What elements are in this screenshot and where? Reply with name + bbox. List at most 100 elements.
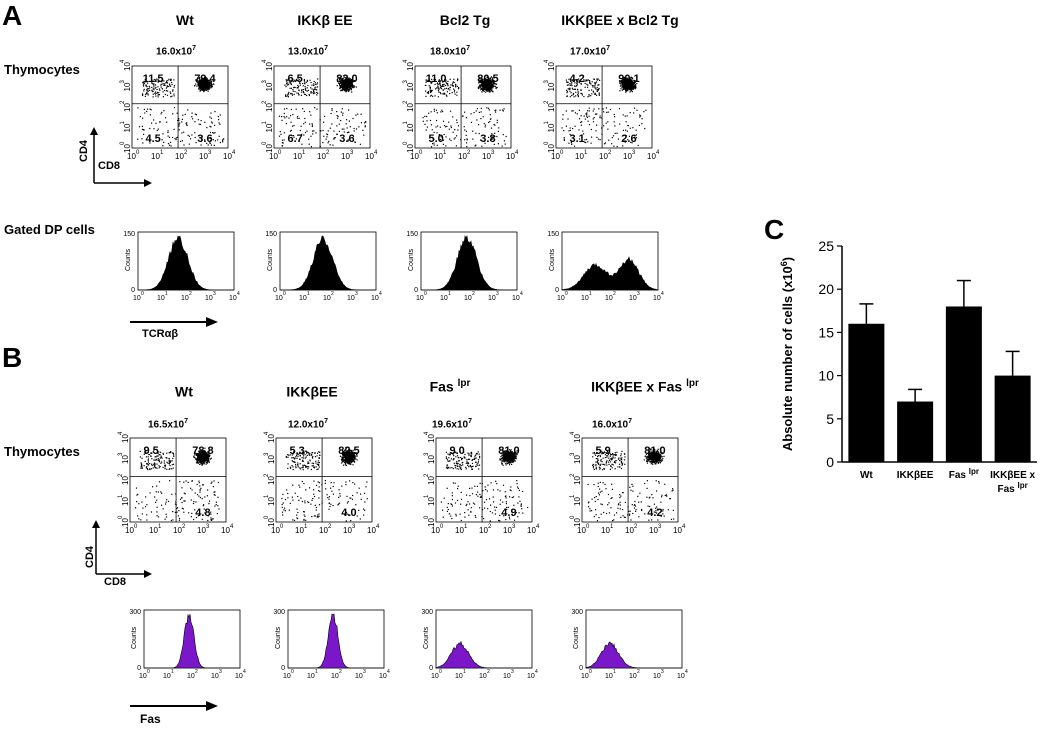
svg-text:10: 10 <box>269 152 278 161</box>
svg-text:10: 10 <box>406 82 415 91</box>
cell-count: 16.5x107 <box>147 418 189 431</box>
svg-text:10: 10 <box>581 295 589 302</box>
column-header-bcl2-tg: Bcl2 Tg <box>439 12 491 28</box>
row-label-gated-dp: Gated DP cells <box>4 222 95 237</box>
svg-text:10: 10 <box>341 152 350 161</box>
svg-text:11.0: 11.0 <box>426 73 447 85</box>
axis-label-tcrab: TCRαβ <box>142 328 179 340</box>
svg-text:3: 3 <box>637 291 640 297</box>
svg-text:0: 0 <box>544 141 550 145</box>
svg-text:1: 1 <box>443 150 447 156</box>
y-tick-label: 5 <box>826 411 834 427</box>
svg-text:4: 4 <box>403 59 409 63</box>
svg-text:2: 2 <box>403 100 409 104</box>
column-header-wt: Wt <box>176 12 194 28</box>
y-tick-label: 20 <box>818 281 834 297</box>
svg-text:10: 10 <box>151 152 160 161</box>
svg-text:Counts: Counts <box>408 248 415 271</box>
svg-text:1: 1 <box>158 524 162 530</box>
svg-text:10: 10 <box>653 295 661 302</box>
svg-text:10: 10 <box>173 526 182 535</box>
svg-text:0: 0 <box>555 287 559 294</box>
svg-text:4: 4 <box>237 291 240 297</box>
svg-text:5.0: 5.0 <box>428 133 443 145</box>
svg-text:10: 10 <box>133 295 141 302</box>
axis-label-cd8-a: CD8 <box>98 160 121 172</box>
panel-letter-a: A <box>2 0 23 31</box>
cell-count: 18.0x107 <box>429 45 471 58</box>
svg-text:150: 150 <box>547 231 559 238</box>
svg-text:10: 10 <box>275 295 283 302</box>
svg-text:0: 0 <box>141 291 144 297</box>
svg-text:0: 0 <box>560 150 564 156</box>
svg-text:6.5: 6.5 <box>287 73 302 85</box>
svg-text:2: 2 <box>118 473 124 477</box>
svg-text:10: 10 <box>458 152 467 161</box>
svg-text:0: 0 <box>262 141 268 145</box>
svg-text:11.5: 11.5 <box>143 73 164 85</box>
axis-label-cd4-a: CD4 <box>78 139 90 162</box>
svg-text:10: 10 <box>265 144 274 153</box>
row-label-thymocytes-a: Thymocytes <box>4 62 80 77</box>
svg-text:10: 10 <box>197 526 206 535</box>
svg-text:0: 0 <box>131 287 135 294</box>
svg-text:2: 2 <box>608 150 612 156</box>
svg-text:10: 10 <box>547 144 556 153</box>
row-label-thymocytes-b: Thymocytes <box>4 444 80 459</box>
svg-text:0: 0 <box>414 287 418 294</box>
svg-text:Counts: Counts <box>125 248 132 271</box>
svg-text:4: 4 <box>118 431 124 435</box>
svg-text:10: 10 <box>149 526 158 535</box>
x-tick-label: IKKβEE <box>897 470 934 481</box>
svg-text:10: 10 <box>293 152 302 161</box>
svg-text:78.8: 78.8 <box>192 445 213 457</box>
x-tick-label-line2: Fas lpr <box>998 481 1028 496</box>
column-header-ikkb-ee: IKKβ EE <box>297 12 353 28</box>
column-header-ikkbee-b: IKKβEE <box>286 383 338 400</box>
svg-text:83.0: 83.0 <box>336 73 357 85</box>
svg-text:10: 10 <box>265 103 274 112</box>
svg-text:10: 10 <box>121 455 130 464</box>
svg-text:3.6: 3.6 <box>197 133 212 145</box>
svg-text:10: 10 <box>365 152 374 161</box>
svg-text:2: 2 <box>189 291 192 297</box>
svg-text:3: 3 <box>206 524 210 530</box>
svg-text:10: 10 <box>299 295 307 302</box>
svg-text:10: 10 <box>175 152 184 161</box>
svg-text:10: 10 <box>599 152 608 161</box>
svg-text:3: 3 <box>262 80 268 84</box>
svg-text:3: 3 <box>120 80 126 84</box>
svg-text:3: 3 <box>213 291 216 297</box>
y-tick-label: 25 <box>818 240 834 254</box>
svg-text:10: 10 <box>406 62 415 71</box>
svg-text:10: 10 <box>317 152 326 161</box>
svg-text:10: 10 <box>551 152 560 161</box>
axis-label-cd4-b: CD4 <box>84 545 96 568</box>
svg-text:3: 3 <box>632 150 636 156</box>
svg-text:10: 10 <box>265 62 274 71</box>
svg-text:10: 10 <box>406 123 415 132</box>
fas-axis-arrow <box>130 701 218 711</box>
y-tick-label: 10 <box>818 368 834 384</box>
cd4-cd8-axis-arrows-a <box>90 127 152 187</box>
svg-text:0: 0 <box>134 524 138 530</box>
svg-text:1: 1 <box>403 121 409 125</box>
x-tick-label: Fas lpr <box>949 467 979 482</box>
svg-text:2: 2 <box>544 100 550 104</box>
svg-text:10: 10 <box>371 295 379 302</box>
svg-text:10: 10 <box>512 295 520 302</box>
svg-text:0: 0 <box>118 515 124 519</box>
svg-text:0: 0 <box>424 291 427 297</box>
svg-text:0: 0 <box>136 150 140 156</box>
axis-label-cd8-b: CD8 <box>104 576 127 588</box>
bar-chart-absolute-cells: 0 5 10 15 20 25 Absolute number of cells (x106… <box>779 240 1037 496</box>
svg-text:3.8: 3.8 <box>480 133 495 145</box>
cell-count: 16.0x107 <box>155 45 197 58</box>
